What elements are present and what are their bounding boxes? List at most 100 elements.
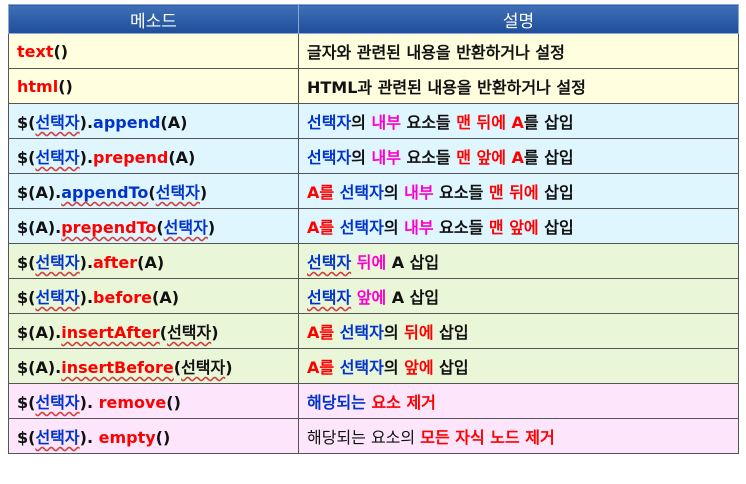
description-cell-segment: 를	[319, 358, 340, 377]
method-cell-segment: $(	[17, 253, 36, 272]
method-cell-segment: 선택자	[35, 428, 80, 447]
description-cell-segment: 뒤에	[404, 323, 434, 342]
method-cell-segment: appendTo	[61, 183, 149, 202]
table-body: text() 글자와 관련된 내용을 반환하거나 설정 html() HTML과 관련…	[8, 33, 739, 454]
description-cell-segment: 삽입	[538, 183, 574, 202]
method-cell: $(선택자).prepend(A)	[8, 138, 299, 174]
method-table-container: 메소드 설명 text() 글자와 관련된 내용을 반환하거나 설정 html() H…	[8, 4, 739, 454]
method-cell-segment: ).	[79, 428, 99, 447]
description-cell-segment: 삽입	[433, 323, 469, 342]
method-cell-segment: ).	[79, 113, 94, 132]
method-cell: $(A).appendTo(선택자)	[8, 173, 299, 209]
method-cell-segment: ()	[155, 428, 171, 447]
method-cell-segment: before	[93, 288, 153, 307]
method-cell-segment: )	[211, 323, 219, 342]
method-cell-segment: html	[17, 76, 59, 96]
table-row: $(A).insertBefore(선택자) A를 선택자의 앞에 삽입	[8, 348, 739, 384]
description-cell: 해당되는 요소의 모든 자식 노드 제거	[298, 418, 739, 454]
description-cell-segment: 선택자	[307, 148, 352, 167]
description-cell-segment: 를 삽입	[523, 113, 574, 132]
description-cell: 해당되는 요소 제거	[298, 383, 739, 419]
method-cell: $(선택자).after(A)	[8, 243, 299, 279]
description-cell-segment: 요소 제거	[371, 393, 436, 412]
description-cell: 선택자 앞에 A 삽입	[298, 278, 739, 314]
method-cell-segment: after	[93, 253, 138, 272]
method-cell-segment: 선택자	[35, 148, 80, 167]
table-row: $(선택자).before(A) 선택자 앞에 A 삽입	[8, 278, 739, 314]
method-cell-segment: ()	[53, 41, 69, 61]
description-cell-segment: 요소들	[400, 113, 457, 132]
table-row: text() 글자와 관련된 내용을 반환하거나 설정	[8, 33, 739, 69]
table-row: html() HTML과 관련된 내용을 반환하거나 설정	[8, 68, 739, 104]
description-cell-segment: 의	[383, 323, 405, 342]
method-cell-segment: append	[93, 113, 161, 132]
method-cell: $(선택자).append(A)	[8, 103, 299, 139]
header-row: 메소드 설명	[8, 4, 739, 34]
description-cell: A를 선택자의 뒤에 삽입	[298, 313, 739, 349]
method-cell: $(A).insertAfter(선택자)	[8, 313, 299, 349]
description-cell-segment: 의	[383, 218, 405, 237]
description-cell-segment: 선택자	[307, 288, 352, 307]
description-cell-segment: 맨 뒤에 A	[456, 113, 524, 132]
description-cell: HTML과 관련된 내용을 반환하거나 설정	[298, 68, 739, 104]
method-cell: html()	[8, 68, 299, 104]
method-cell-segment: 선택자	[155, 183, 200, 202]
method-cell-segment: $(	[17, 148, 36, 167]
method-cell-segment: ()	[166, 393, 181, 412]
method-cell-segment: (	[156, 218, 164, 237]
method-cell: $(A).insertBefore(선택자)	[8, 348, 299, 384]
description-cell-segment: 요소들	[400, 148, 457, 167]
method-cell-segment: ).	[79, 393, 99, 412]
table-row: $(선택자).prepend(A) 선택자의 내부 요소들 맨 앞에 A를 삽입	[8, 138, 739, 174]
description-cell-segment: 내부	[404, 183, 434, 202]
method-cell-segment: 선택자	[35, 393, 80, 412]
description-cell-segment: A	[307, 323, 320, 342]
method-cell-segment: $(	[17, 288, 36, 307]
description-cell-segment: 를	[319, 218, 340, 237]
method-cell-segment: remove	[98, 393, 167, 412]
method-cell: $(A).prependTo(선택자)	[8, 208, 299, 244]
description-cell-segment: HTML과 관련된 내용을 반환하거나 설정	[307, 78, 586, 97]
method-cell-segment: (	[148, 183, 156, 202]
method-cell-segment: $(A).	[17, 358, 62, 377]
description-cell-segment: 의	[383, 183, 405, 202]
description-cell-segment: 해당되는	[307, 393, 372, 412]
method-cell-segment: )	[199, 183, 208, 202]
description-cell: 글자와 관련된 내용을 반환하거나 설정	[298, 33, 739, 69]
table-row: $(A).prependTo(선택자) A를 선택자의 내부 요소들 맨 앞에 삽…	[8, 208, 739, 244]
header-method: 메소드	[8, 4, 299, 34]
method-cell-segment: ).	[79, 253, 94, 272]
description-cell-segment: A	[307, 358, 320, 377]
method-cell-segment: $(A).	[17, 218, 62, 237]
method-cell-segment: (A)	[152, 288, 180, 307]
method-cell-segment: (A)	[160, 113, 188, 132]
table-row: $(A).appendTo(선택자) A를 선택자의 내부 요소들 맨 뒤에 삽입	[8, 173, 739, 209]
description-cell-segment: 의	[383, 358, 405, 377]
method-cell-segment: $(	[17, 113, 36, 132]
method-cell-segment: $(	[17, 393, 36, 412]
method-cell-segment: 선택자	[35, 113, 80, 132]
description-cell-segment: 의	[351, 148, 372, 167]
description-cell: 선택자의 내부 요소들 맨 뒤에 A를 삽입	[298, 103, 739, 139]
description-cell-segment: 해당되는 요소의	[307, 428, 421, 447]
description-cell-segment: 선택자	[339, 218, 384, 237]
method-cell-segment: (A)	[168, 148, 196, 167]
description-cell-segment: 내부	[371, 113, 401, 132]
method-cell-segment: 선택자	[181, 358, 226, 377]
description-cell-segment: 선택자	[339, 183, 384, 202]
method-cell: $(선택자). remove()	[8, 383, 299, 419]
description-cell-segment: 요소들	[433, 218, 489, 237]
description-cell-segment: 를 삽입	[523, 148, 574, 167]
description-cell-segment: 삽입	[538, 218, 574, 237]
method-cell-segment: $(A).	[17, 323, 62, 342]
method-cell: text()	[8, 33, 299, 69]
description-cell-segment: 맨 앞에 A	[456, 148, 524, 167]
method-cell-segment: empty	[98, 428, 156, 447]
table-row: $(선택자). remove() 해당되는 요소 제거	[8, 383, 739, 419]
header-description: 설명	[298, 4, 739, 34]
table-row: $(선택자). empty() 해당되는 요소의 모든 자식 노드 제거	[8, 418, 739, 454]
description-cell-segment: A 삽입	[386, 253, 440, 272]
method-cell: $(선택자).before(A)	[8, 278, 299, 314]
description-cell-segment: 뒤에	[351, 253, 387, 272]
method-cell-segment: 선택자	[167, 323, 212, 342]
